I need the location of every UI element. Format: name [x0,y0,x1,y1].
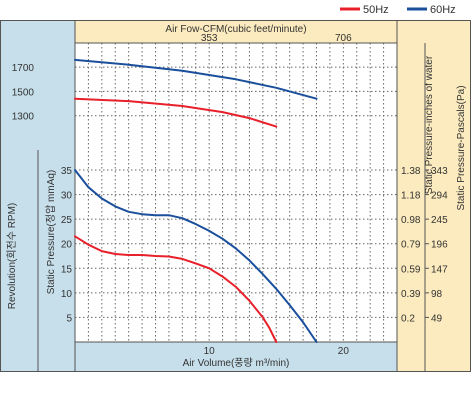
pascal-tick-label: 196 [431,240,448,251]
curve-rpm-50hz [74,97,278,128]
inches-tick-label: 0.98 [401,215,421,226]
top-axis-panel [75,20,471,43]
bottom-axis-title: Air Volume(풍량 m³/min) [183,357,290,369]
bottom-x-tick-label: 20 [338,346,350,357]
inches-axis-title: Static Pressure-inches of water [424,55,435,194]
mmaq-axis-title: Static Pressure(정압 mmAq) [44,170,57,295]
bottom-x-tick-label: 10 [204,346,216,357]
curve-rpm-60hz [74,58,318,100]
legend-label-50hz: 50Hz [363,4,389,16]
top-axis-title: Air Fow-CFM(cubic feet/minute) [165,24,306,35]
legend: 50Hz 60Hz [340,4,456,16]
mmaq-tick-label: 30 [61,191,73,202]
mmaq-tick-label: 25 [61,215,73,226]
top-x-tick-label: 706 [335,33,352,44]
mmaq-tick-label: 10 [61,289,73,300]
mmaq-tick-label: 35 [61,166,73,177]
inches-tick-label: 0.2 [401,313,415,324]
pascal-tick-label: 49 [431,313,443,324]
right-axis-panel [397,20,471,372]
mmaq-tick-label: 5 [66,313,72,324]
inches-tick-label: 0.79 [401,240,421,251]
tick-labels: 353 706 10 20 1700 1500 1300 35 30 25 20 15 10 5 1.38 1… [12,33,448,357]
rpm-axis-title: Revolution(회전수 RPM) [6,203,18,310]
mmaq-tick-label: 15 [61,264,73,275]
inches-tick-label: 0.39 [401,289,421,300]
rpm-tick-label: 1300 [12,112,35,123]
rpm-tick-label: 1700 [12,63,35,74]
chart-frame [0,20,471,372]
curves [74,58,318,343]
legend-label-60hz: 60Hz [430,4,456,16]
inches-tick-label: 1.18 [401,191,421,202]
curve-pressure-50hz [74,235,278,343]
curve-pressure-60hz [74,169,318,343]
mmaq-tick-label: 20 [61,240,73,251]
inches-tick-label: 1.38 [401,166,421,177]
inches-tick-label: 0.59 [401,264,421,275]
rpm-tick-label: 1500 [12,87,35,98]
pascal-tick-label: 98 [431,289,443,300]
pascal-tick-label: 294 [431,191,448,202]
bottom-axis-panel [0,342,397,372]
pascal-axis-title: Static Pressure-Pascals(Pa) [456,85,467,210]
pascal-tick-label: 147 [431,264,448,275]
pascal-tick-label: 343 [431,166,448,177]
top-x-tick-label: 353 [201,33,218,44]
pascal-tick-label: 245 [431,215,448,226]
